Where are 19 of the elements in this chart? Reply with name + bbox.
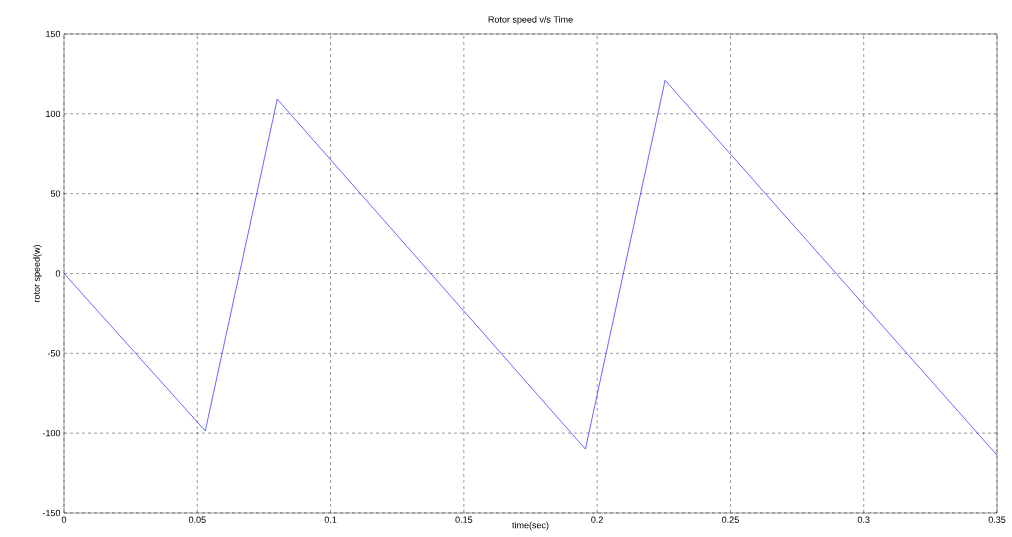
x-tick-label: 0.3 [857,516,870,523]
y-axis-title: rotor speed(w) [33,245,42,302]
y-tick-label: 0 [55,270,61,277]
line-series [64,79,997,456]
y-tick-label: -50 [47,350,61,357]
y-tick-label: 50 [50,190,61,197]
x-tick-label: 0.1 [324,516,337,523]
y-tick-label: 150 [46,30,61,38]
x-tick-label: 0.25 [722,516,739,523]
x-tick-label: 0.15 [455,516,473,523]
y-tick-label: -150 [42,509,61,517]
x-tick-label: 0.35 [988,516,1006,523]
chart-title: Rotor speed v/s Time [488,16,573,25]
x-tick-label: 0.2 [591,516,603,523]
y-tick-label: 100 [46,110,61,118]
y-tick-label: -100 [42,429,61,437]
x-axis-title: time(sec) [512,521,549,531]
x-tick-label: 0 [61,516,67,523]
x-tick-label: 0.05 [188,516,206,523]
